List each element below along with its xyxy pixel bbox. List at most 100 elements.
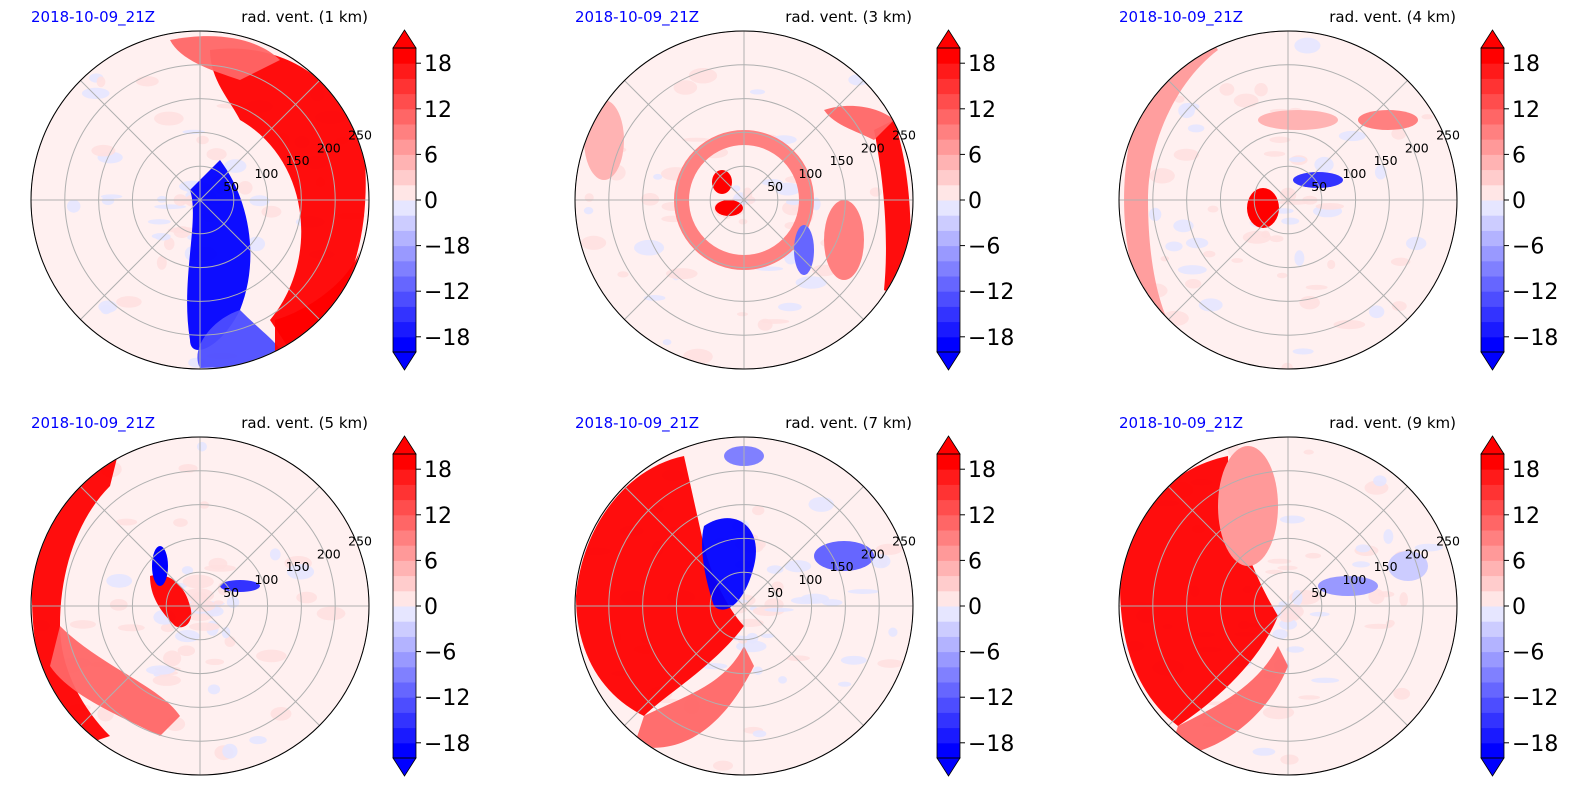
colorbar-band — [1481, 276, 1504, 292]
colorbar-tick-label: −12 — [1512, 686, 1558, 711]
timestamp-label: 2018-10-09_21Z — [1119, 414, 1243, 433]
colorbar-band — [393, 260, 416, 277]
colorbar-band — [1481, 575, 1504, 592]
panel-title: rad. vent. (9 km) — [1329, 414, 1456, 432]
colorbar-band — [937, 682, 960, 698]
colorbar-band — [937, 484, 960, 501]
radial-line — [743, 605, 864, 726]
colorbar-tick-label: 18 — [1512, 458, 1540, 483]
ring-label: 150 — [830, 153, 854, 168]
colorbar-band — [1481, 697, 1504, 713]
timestamp-label: 2018-10-09_21Z — [1119, 8, 1243, 27]
ring-label: 200 — [317, 546, 341, 561]
field-blob — [1218, 446, 1278, 566]
colorbar-tick-label: 12 — [968, 98, 996, 123]
colorbar-extend-max — [936, 435, 961, 455]
colorbar-band — [1481, 154, 1504, 171]
ring-label: 200 — [861, 546, 885, 561]
colorbar-tick-label: 0 — [968, 595, 982, 620]
colorbar-band — [393, 727, 416, 744]
field-layer — [576, 446, 904, 771]
radial-line — [1168, 605, 1289, 726]
colorbar-tick-label: 0 — [1512, 595, 1526, 620]
radial-line — [624, 80, 745, 201]
field-blob — [275, 250, 360, 361]
colorbar-band — [1481, 291, 1504, 307]
field-blob — [197, 310, 283, 368]
field-blob — [634, 646, 754, 748]
field-blob — [576, 456, 744, 716]
colorbar-tick-label: −12 — [968, 686, 1014, 711]
radial-line — [743, 486, 864, 607]
colorbar-band — [393, 514, 416, 531]
panel-title: rad. vent. (7 km) — [785, 414, 912, 432]
colorbar-band — [1481, 169, 1504, 186]
ring-label: 100 — [798, 166, 822, 181]
ring-label: 50 — [767, 179, 783, 194]
colorbar-tick-label: 0 — [968, 189, 982, 214]
colorbar-band — [937, 124, 960, 140]
colorbar-tick-label: 6 — [968, 549, 982, 574]
field-blob — [1293, 172, 1343, 188]
colorbar-band — [393, 454, 416, 470]
colorbar-band — [937, 154, 960, 171]
colorbar-band — [937, 499, 960, 516]
colorbar-band — [937, 276, 960, 292]
colorbar-band — [393, 621, 416, 637]
panel-title: rad. vent. (1 km) — [241, 8, 368, 26]
colorbar-band — [937, 697, 960, 713]
colorbar-band — [393, 545, 416, 561]
colorbar-tick-label: −18 — [1512, 732, 1558, 757]
field-blob — [814, 541, 874, 571]
ring-label: 150 — [286, 559, 310, 574]
colorbar-tick-label: 18 — [424, 52, 452, 77]
timestamp-label: 2018-10-09_21Z — [575, 8, 699, 27]
panel-1: 50 100 150 200 250 2018-10-09_21Z rad. vent. (… — [30, 8, 470, 371]
radial-line — [1168, 199, 1289, 320]
colorbar: 18 12 6 0 −6 −12 −18 — [1480, 435, 1558, 777]
colorbar-tick-label: 12 — [424, 504, 452, 529]
colorbar-extend-min — [936, 351, 961, 371]
ring-label: 200 — [317, 140, 341, 155]
colorbar-band — [1481, 727, 1504, 744]
colorbar-tick-label: −6 — [424, 641, 456, 666]
ring-label: 150 — [1374, 559, 1398, 574]
ring-label: 50 — [223, 585, 239, 600]
colorbar-band — [1481, 484, 1504, 501]
radial-line — [1168, 80, 1289, 201]
radial-line — [80, 486, 201, 607]
colorbar-extend-max — [1480, 435, 1505, 455]
colorbar-band — [393, 48, 416, 64]
ring-label: 250 — [1436, 127, 1460, 142]
ring-label: 200 — [861, 140, 885, 155]
field-layer — [1120, 442, 1443, 765]
ring-label: 50 — [1311, 585, 1327, 600]
colorbar-extend-max — [936, 29, 961, 49]
colorbar-extend-min — [1480, 757, 1505, 777]
colorbar-band — [1481, 245, 1504, 262]
colorbar-band — [393, 139, 416, 155]
ring-label: 100 — [798, 572, 822, 587]
colorbar-band — [1481, 712, 1504, 729]
colorbar-band — [1481, 321, 1504, 338]
colorbar-band — [937, 139, 960, 155]
field-blob — [874, 120, 911, 300]
timestamp-label: 2018-10-09_21Z — [31, 414, 155, 433]
ring-label: 200 — [1405, 140, 1429, 155]
colorbar-band — [937, 200, 960, 216]
colorbar-band — [937, 560, 960, 577]
plot-outline — [574, 30, 914, 370]
colorbar-band — [937, 469, 960, 485]
colorbar-tick-label: −6 — [968, 235, 1000, 260]
colorbar-tick-label: 12 — [1512, 504, 1540, 529]
colorbar-band — [393, 108, 416, 125]
colorbar-tick-label: 0 — [424, 595, 438, 620]
colorbar-tick-label: 6 — [1512, 549, 1526, 574]
colorbar-band — [1481, 530, 1504, 546]
colorbar-band — [937, 651, 960, 668]
field-blob — [1124, 35, 1218, 340]
field-layer — [581, 68, 911, 365]
colorbar-band — [393, 276, 416, 292]
colorbar-band — [393, 666, 416, 683]
colorbar-tick-label: −18 — [424, 732, 470, 757]
